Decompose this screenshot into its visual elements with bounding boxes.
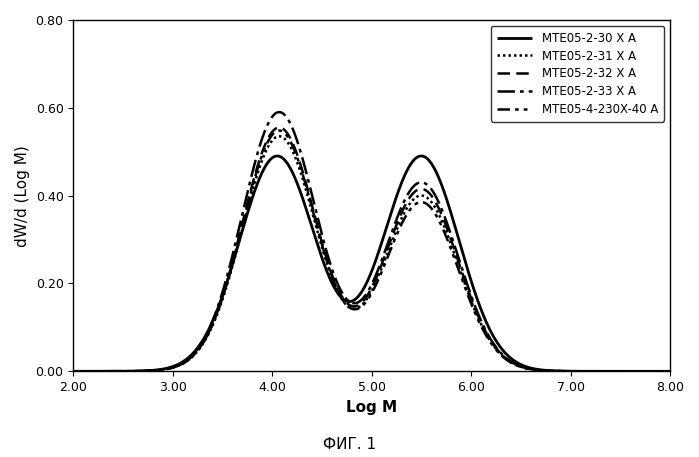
MTE05-2-30 X A [173, 362, 181, 368]
MTE05-2-33 X A [275, 109, 283, 115]
MTE05-2-31 X A [654, 368, 663, 374]
MTE05-2-31 X A [298, 175, 306, 181]
MTE05-2-31 X A [275, 133, 283, 139]
MTE05-2-32 X A [275, 125, 283, 130]
Legend: MTE05-2-30 X A, MTE05-2-31 X A, MTE05-2-32 X A, MTE05-2-33 X A, MTE05-4-230X-40 : MTE05-2-30 X A, MTE05-2-31 X A, MTE05-2-… [491, 26, 664, 122]
MTE05-2-30 X A [137, 368, 145, 374]
MTE05-2-30 X A [590, 368, 598, 374]
MTE05-2-31 X A [69, 368, 78, 374]
MTE05-4-230X-40 A [298, 170, 306, 175]
MTE05-4-230X-40 A [275, 128, 283, 133]
MTE05-2-33 X A [654, 368, 663, 374]
MTE05-2-32 X A [137, 368, 145, 374]
Line: MTE05-2-30 X A: MTE05-2-30 X A [73, 156, 670, 371]
MTE05-2-30 X A [654, 368, 663, 374]
MTE05-2-33 X A [173, 363, 181, 369]
MTE05-4-230X-40 A [137, 368, 145, 374]
MTE05-2-30 X A [417, 153, 426, 159]
MTE05-4-230X-40 A [654, 368, 663, 374]
MTE05-2-31 X A [324, 265, 332, 270]
MTE05-2-31 X A [137, 368, 145, 374]
MTE05-4-230X-40 A [590, 368, 598, 374]
Text: ФИГ. 1: ФИГ. 1 [323, 437, 376, 452]
MTE05-2-30 X A [324, 271, 332, 277]
MTE05-2-32 X A [324, 261, 332, 266]
MTE05-4-230X-40 A [324, 263, 332, 268]
Line: MTE05-2-32 X A: MTE05-2-32 X A [73, 128, 670, 371]
MTE05-2-33 X A [69, 368, 78, 374]
Y-axis label: dW/d (Log M): dW/d (Log M) [15, 145, 30, 246]
Line: MTE05-2-33 X A: MTE05-2-33 X A [73, 112, 670, 371]
MTE05-2-33 X A [590, 368, 598, 374]
MTE05-2-32 X A [590, 368, 598, 374]
MTE05-2-31 X A [173, 364, 181, 369]
Line: MTE05-2-31 X A: MTE05-2-31 X A [73, 136, 670, 371]
MTE05-2-33 X A [298, 155, 306, 160]
MTE05-2-30 X A [666, 368, 675, 374]
MTE05-2-32 X A [69, 368, 78, 374]
MTE05-2-33 X A [324, 254, 332, 260]
MTE05-2-32 X A [298, 168, 306, 173]
MTE05-4-230X-40 A [173, 364, 181, 369]
MTE05-2-32 X A [173, 363, 181, 369]
X-axis label: Log M: Log M [346, 399, 397, 414]
MTE05-2-31 X A [590, 368, 598, 374]
MTE05-2-31 X A [666, 368, 675, 374]
MTE05-2-33 X A [137, 368, 145, 374]
MTE05-4-230X-40 A [666, 368, 675, 374]
Line: MTE05-4-230X-40 A: MTE05-4-230X-40 A [73, 131, 670, 371]
MTE05-2-32 X A [666, 368, 675, 374]
MTE05-2-30 X A [298, 194, 306, 200]
MTE05-4-230X-40 A [69, 368, 78, 374]
MTE05-2-33 X A [666, 368, 675, 374]
MTE05-2-30 X A [69, 368, 78, 374]
MTE05-2-32 X A [654, 368, 663, 374]
